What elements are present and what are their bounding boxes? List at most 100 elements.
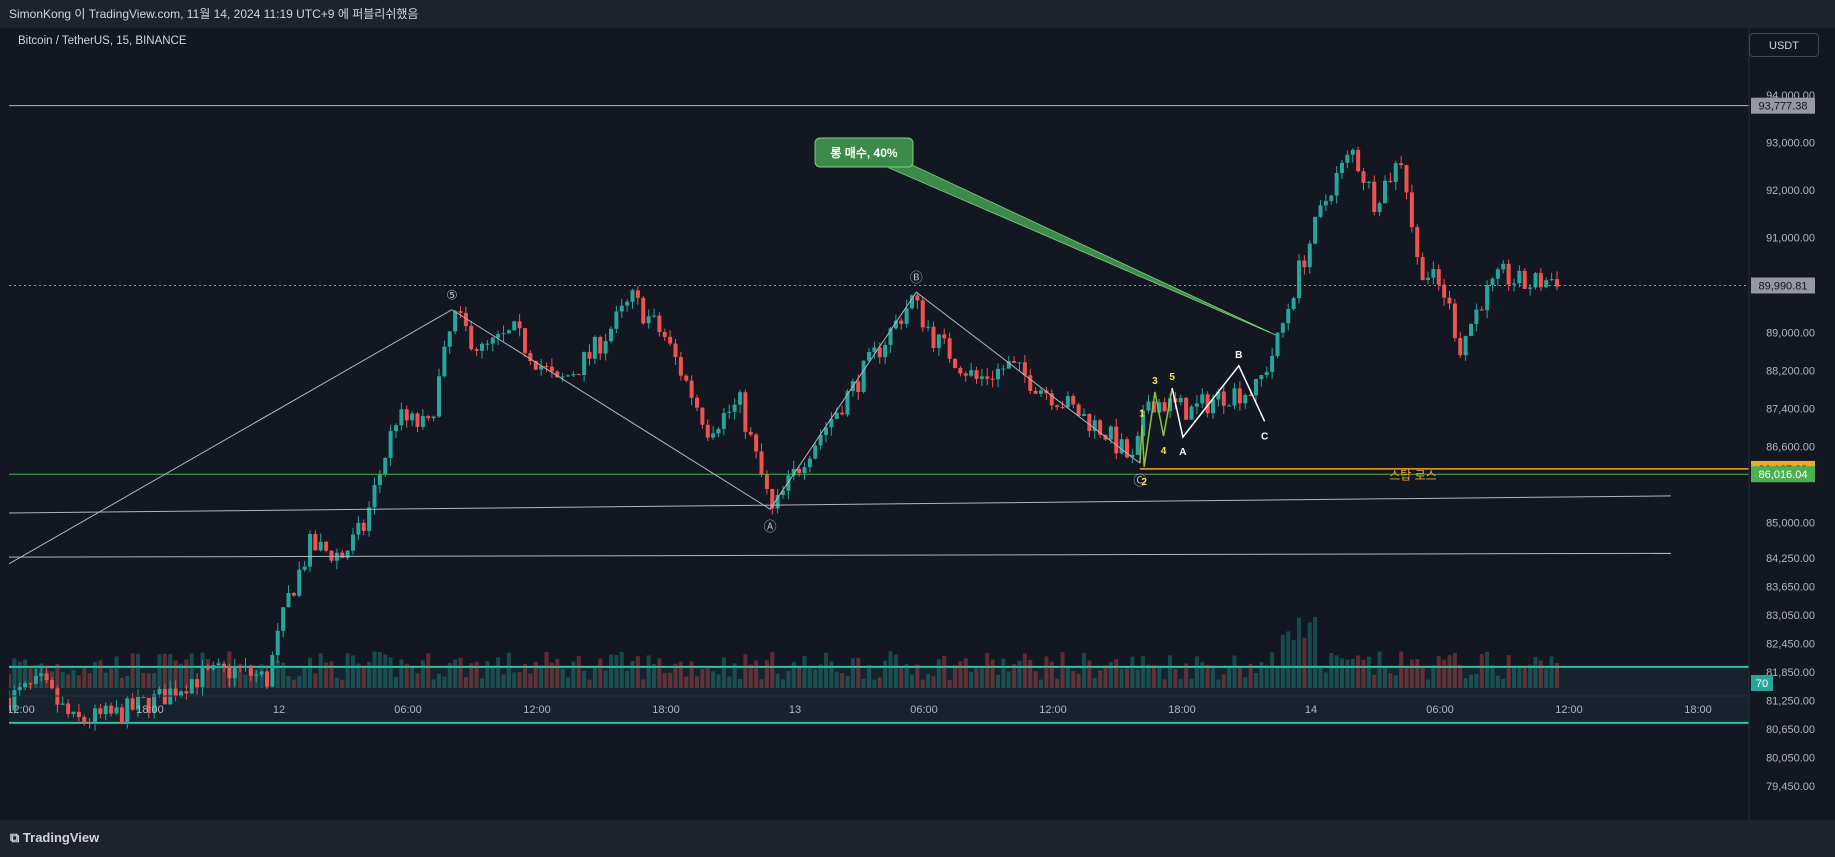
candle-body [1141,410,1146,437]
volume-bar [813,669,818,688]
price-badge-label: 86,016.04 [1759,469,1808,481]
volume-bar [313,673,318,688]
candle-body [1157,402,1162,413]
symbol-title[interactable]: Bitcoin / TetherUS, 15, BINANCE [18,35,187,47]
candle-body [872,347,877,352]
candle-body [1372,181,1377,212]
candle-body [60,703,65,705]
volume-bar [394,677,398,688]
volume-bar [775,673,780,688]
volume-bar [942,655,947,688]
volume-bar [324,662,329,688]
volume-bar [861,678,866,688]
volume-bar [566,677,570,688]
volume-bar [1200,662,1205,688]
time-tick-label: 13 [789,704,801,716]
volume-bar [867,664,871,688]
tradingview-logo[interactable]: ⧉ TradingView [10,830,99,846]
candle-body [302,566,307,570]
volume-bar [437,673,441,688]
candle-body [1409,192,1414,228]
candle-body [1006,361,1011,369]
candle-body [1318,205,1323,217]
candle-body [281,607,286,631]
sub-wave-label: 5 [1169,372,1175,383]
candle-body [1022,362,1027,376]
candle-body [899,320,904,324]
volume-bar [1506,655,1511,688]
volume-bar [539,665,544,688]
candle-body [23,683,28,688]
support-zone [9,666,1749,723]
chart-pane[interactable]: ⑤ Ⓐ Ⓑ Ⓒ 1 2 3 4 5 A B C 롱 매수, 40% 스탑 로스 94,000.00 93,00… [9,28,1835,820]
candle-body [130,698,135,710]
candle-body [867,351,871,361]
volume-bar [1340,658,1344,688]
candle-body [259,671,264,675]
price-tick-label: 86,600.00 [1766,441,1815,453]
volume-bar [893,654,898,688]
price-badge-label: 93,777.38 [1759,101,1808,113]
candle-body [517,321,522,329]
candle-body [1512,283,1516,285]
candle-body [1087,414,1092,432]
volume-bar [727,676,732,688]
candle-body [136,696,140,710]
volume-bar [576,655,581,688]
candle-body [361,522,366,531]
price-tick-label: 80,650.00 [1766,724,1815,736]
candle-body [1297,260,1301,299]
volume-bar [657,658,662,688]
candle-body [485,343,490,345]
candle-body [1345,154,1350,163]
stop-loss-label: 스탑 로스 [1389,468,1437,482]
candle-body [619,305,624,312]
volume-bar [458,657,463,688]
candle-body [1506,263,1511,285]
candle-body [372,485,377,508]
candle-body [211,664,216,670]
time-tick-label: 12:00 [523,704,551,716]
candle-body [1544,280,1549,288]
candle-body [743,392,748,432]
volume-bar [345,653,350,688]
time-tick-label: 06:00 [394,704,422,716]
candle-body [1388,180,1393,183]
candle-body [1291,298,1296,310]
candle-body [942,334,947,339]
candle-body [936,334,941,348]
currency-button[interactable]: USDT [1749,33,1819,57]
volume-bar [1409,659,1414,688]
candle-body [1452,303,1457,339]
wave-point-label: Ⓑ [910,271,923,286]
candle-body [1280,323,1285,333]
volume-bar [1098,670,1103,688]
candle-body [447,331,452,347]
sub-wave-label: 1 [1139,409,1145,420]
volume-bar [1383,667,1387,688]
volume-bar [721,657,726,688]
candle-body [1119,439,1124,454]
candle-body [1485,284,1490,311]
candle-body [243,666,248,668]
candle-body [560,376,565,378]
candle-body [490,337,495,344]
candle-body [1490,278,1495,285]
candle-body [1211,399,1215,414]
volume-bar [1329,653,1334,688]
volume-bar [824,652,828,688]
candle-body [635,290,640,298]
price-badge [1751,277,1815,294]
candle-body [1049,393,1054,406]
candle-body [291,592,296,596]
volume-bar [71,670,76,688]
candle-body [523,328,527,354]
volume-bar [173,660,178,688]
candle-body [1264,371,1269,376]
candle-body [17,687,22,691]
volume-bar [560,668,565,688]
volume-bar [1313,616,1318,688]
volume-bar [829,661,834,688]
candle-body [996,368,1000,380]
